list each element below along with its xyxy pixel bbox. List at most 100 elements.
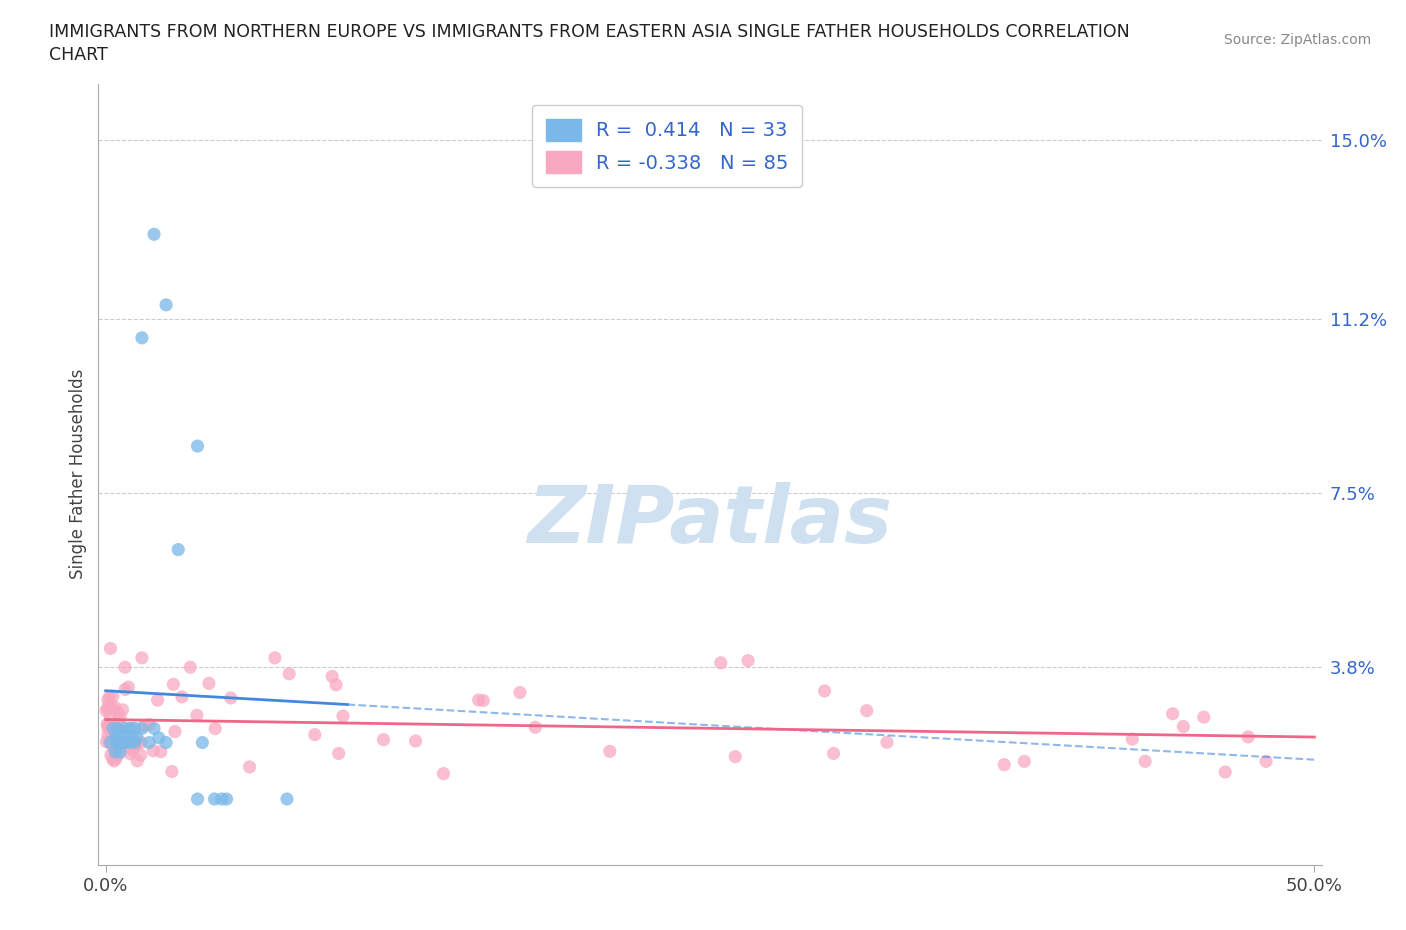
Point (108, 716, 131, 731)
Point (1161, 706, 1184, 721)
Point (163, 724, 186, 739)
Point (138, 717, 160, 732)
Point (101, 688, 124, 703)
Point (101, 740, 124, 755)
Point (332, 709, 354, 724)
Point (204, 721, 226, 736)
Point (876, 735, 898, 750)
Y-axis label: Single Father Households: Single Father Households (69, 369, 87, 579)
Point (114, 659, 136, 674)
Point (97, 722, 120, 737)
Point (96, 717, 118, 732)
Point (170, 689, 193, 704)
Point (94, 703, 117, 718)
Point (129, 735, 152, 750)
Text: CHART: CHART (49, 46, 108, 64)
Text: ZIPatlas: ZIPatlas (527, 482, 893, 560)
Point (108, 710, 131, 724)
Point (328, 746, 350, 761)
Text: Source: ZipAtlas.com: Source: ZipAtlas.com (1223, 33, 1371, 46)
Point (1192, 710, 1215, 724)
Point (101, 721, 124, 736)
Point (101, 751, 124, 766)
Point (103, 753, 125, 768)
Point (325, 677, 347, 692)
Point (117, 680, 139, 695)
Point (107, 721, 129, 736)
Point (129, 748, 152, 763)
Point (472, 693, 495, 708)
Point (155, 735, 177, 750)
Point (96, 735, 118, 750)
Point (198, 676, 221, 691)
Point (100, 699, 122, 714)
Point (117, 725, 139, 740)
Point (100, 735, 122, 750)
Point (1133, 754, 1156, 769)
Point (278, 667, 301, 682)
Point (104, 730, 127, 745)
Point (855, 703, 877, 718)
Point (114, 721, 136, 736)
Point (219, 691, 242, 706)
Point (1173, 719, 1195, 734)
Point (111, 737, 134, 751)
Point (98, 700, 121, 715)
Point (124, 735, 146, 750)
Point (121, 742, 143, 757)
Point (103, 699, 125, 714)
Point (98, 710, 121, 724)
Point (138, 735, 160, 750)
Point (191, 735, 214, 750)
Point (108, 730, 131, 745)
Point (118, 735, 141, 750)
Point (100, 641, 122, 656)
Point (186, 708, 208, 723)
Point (131, 721, 153, 736)
Point (215, 791, 238, 806)
Point (105, 751, 128, 765)
Point (127, 753, 149, 768)
Point (121, 721, 143, 736)
Point (97, 693, 120, 708)
Point (125, 737, 148, 751)
Point (1237, 729, 1260, 744)
Point (155, 298, 177, 312)
Point (813, 684, 835, 698)
Point (1121, 732, 1143, 747)
Point (211, 791, 233, 806)
Point (186, 791, 208, 806)
Point (114, 682, 136, 697)
Point (131, 650, 153, 665)
Point (276, 791, 298, 806)
Point (111, 735, 134, 750)
Point (204, 791, 226, 806)
Point (108, 746, 131, 761)
Point (131, 330, 153, 345)
Point (321, 669, 343, 684)
Point (108, 745, 131, 760)
Point (304, 727, 326, 742)
Point (105, 722, 128, 737)
Point (111, 702, 134, 717)
Point (124, 721, 146, 736)
Point (101, 720, 124, 735)
Point (132, 719, 155, 734)
Point (405, 734, 427, 749)
Point (121, 730, 143, 745)
Point (238, 760, 260, 775)
Point (509, 685, 531, 700)
Legend: R =  0.414   N = 33, R = -0.338   N = 85: R = 0.414 N = 33, R = -0.338 N = 85 (531, 105, 803, 187)
Point (120, 746, 142, 761)
Point (167, 542, 190, 557)
Point (162, 677, 184, 692)
Point (160, 764, 183, 779)
Point (146, 693, 169, 708)
Point (98, 700, 121, 715)
Point (127, 730, 149, 745)
Point (114, 735, 136, 750)
Point (98, 735, 121, 750)
Point (105, 705, 128, 720)
Point (100, 748, 122, 763)
Point (142, 743, 165, 758)
